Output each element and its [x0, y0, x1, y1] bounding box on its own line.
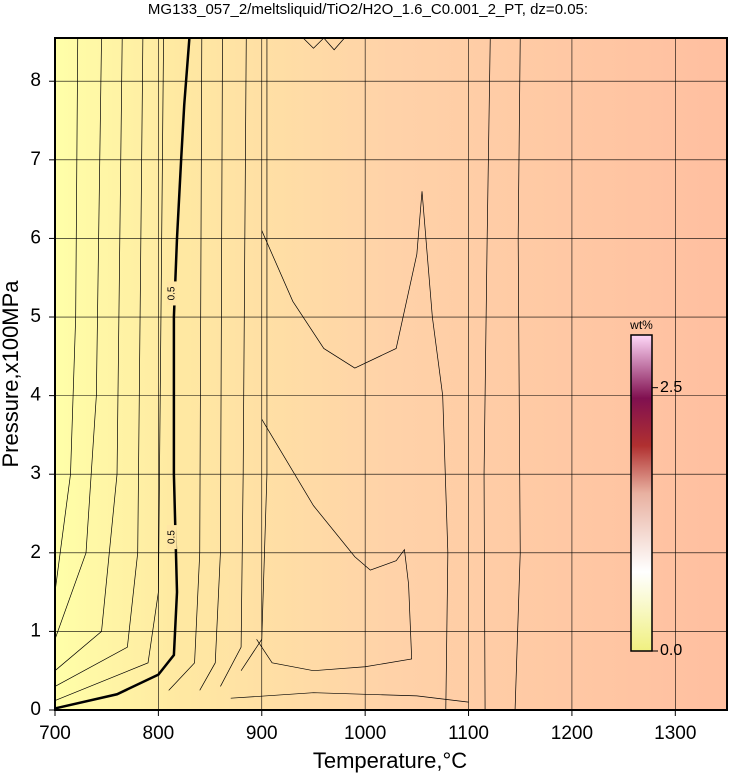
contour-line	[220, 37, 247, 687]
y-axis-label: Pressure,x100MPa	[0, 280, 23, 468]
contour-label: 0.5	[166, 530, 177, 544]
plot-background	[55, 38, 727, 710]
x-tick-label: 1100	[448, 723, 489, 744]
contour-label: 0.5	[166, 286, 177, 300]
y-tick-label: 0	[30, 699, 41, 720]
y-tick-label: 2	[30, 542, 41, 563]
x-tick-label: 900	[246, 723, 278, 744]
colorbar-label: wt%	[629, 318, 653, 332]
colorbar-tick-label: 0.0	[660, 642, 682, 659]
contour-line	[483, 37, 491, 711]
chart-title: MG133_057_2/meltsliquid/TiO2/H2O_1.6_C0.…	[148, 1, 588, 18]
y-tick-label: 4	[30, 385, 41, 406]
contour-line	[168, 37, 203, 691]
x-tick-label: 1200	[551, 723, 593, 744]
x-tick-label: 1000	[344, 723, 386, 744]
y-tick-label: 7	[30, 149, 41, 170]
x-tick-label: 700	[39, 723, 71, 744]
x-tick-label: 1300	[654, 723, 696, 744]
contour-line	[240, 38, 268, 671]
y-tick-label: 3	[30, 463, 41, 484]
contour-line	[261, 191, 449, 711]
x-axis-label: Temperature,°C	[313, 748, 467, 773]
colorbar	[630, 334, 653, 652]
y-tick-label: 8	[30, 70, 41, 91]
colorbar-tick-label: 2.5	[660, 379, 682, 396]
contour-line	[199, 37, 223, 691]
contour-label-bg	[166, 281, 177, 306]
contour-line	[256, 419, 413, 672]
contour-line	[54, 37, 164, 701]
contour-line	[54, 37, 144, 687]
y-tick-label: 6	[30, 227, 41, 248]
y-tick-label: 5	[30, 306, 41, 327]
plot-frame	[54, 37, 728, 711]
x-tick-label: 800	[143, 723, 175, 744]
contour-label-bg	[166, 525, 177, 550]
y-tick-label: 1	[30, 620, 41, 641]
